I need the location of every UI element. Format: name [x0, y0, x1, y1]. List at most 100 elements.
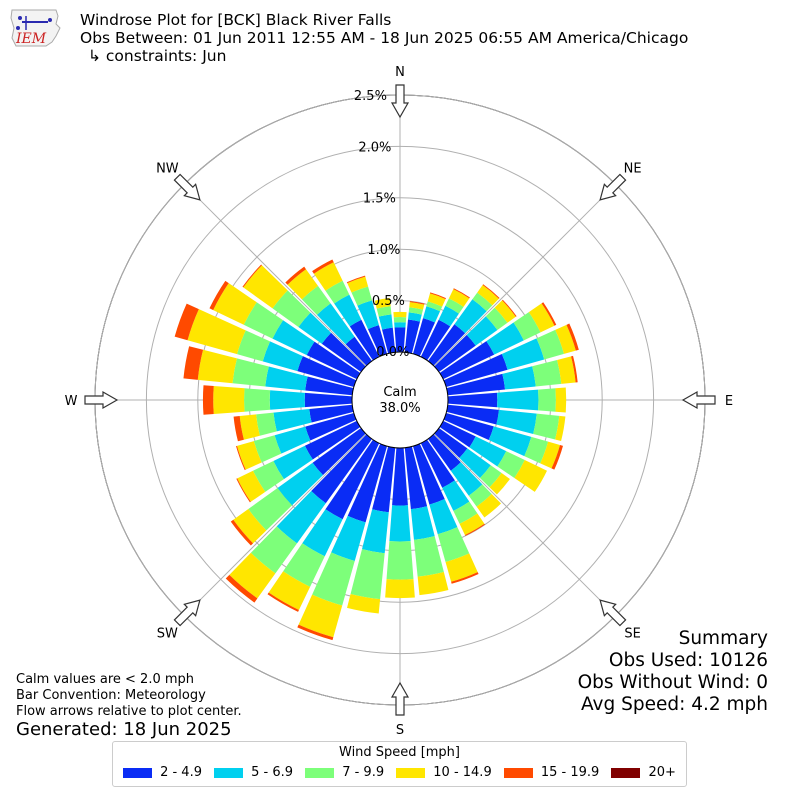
wind-bar-segment: [428, 324, 466, 366]
wind-bar-segment: [393, 317, 407, 323]
flow-arrow-icon: [84, 390, 119, 410]
wind-bar-segment: [253, 460, 284, 492]
wind-bar-segment: [394, 327, 406, 353]
wind-bar-segment: [312, 259, 334, 274]
wind-bar-segment: [538, 388, 556, 412]
flow-arrow-icon: [681, 390, 716, 410]
wind-bar-segment: [536, 329, 564, 360]
wind-bar-segment: [272, 320, 315, 356]
iem-logo: IEM: [6, 6, 64, 50]
flow-arrow-icon: [173, 173, 201, 201]
wind-bar-segment: [524, 436, 549, 464]
wind-bar-segment: [497, 389, 539, 411]
wind-bar-segment: [555, 387, 567, 413]
wind-bar-segment: [304, 392, 353, 408]
wind-bar-segment: [428, 434, 461, 471]
legend-title: Wind Speed [mph]: [339, 745, 460, 760]
wind-bar-segment: [187, 309, 246, 355]
wind-bar-segment: [489, 473, 510, 495]
wind-bar-segment: [404, 446, 428, 510]
direction-label: SE: [624, 627, 640, 642]
summary-obs-without-wind: Obs Without Wind: 0: [577, 672, 768, 693]
legend-swatch: [305, 767, 335, 778]
wind-bar-segment: [540, 441, 561, 469]
wind-bar-segment: [566, 323, 579, 351]
wind-bar-segment: [233, 415, 244, 442]
wind-bar-segment: [443, 412, 494, 441]
wind-bar-segment: [469, 436, 507, 467]
wind-bar-segment: [479, 465, 502, 488]
grid-spoke: [433, 433, 617, 617]
wind-bar-segment: [450, 462, 483, 496]
wind-bar-segment: [459, 513, 485, 535]
wind-bar-segment: [183, 346, 204, 380]
grid-spoke: [183, 183, 367, 367]
note-convention: Bar Convention: Meteorology: [16, 688, 206, 703]
wind-bar-segment: [268, 571, 311, 610]
summary-obs-used: Obs Used: 10126: [608, 650, 768, 671]
flow-arrow-icon: [390, 681, 410, 716]
wind-bar-segment: [445, 298, 464, 314]
wind-bar-segment: [262, 341, 303, 372]
wind-bar-segment: [447, 392, 498, 408]
wind-bar-segment: [302, 509, 343, 557]
wind-bar-segment: [501, 338, 545, 370]
wind-bar-segment: [298, 594, 343, 638]
wind-bar-segment: [357, 300, 379, 330]
legend-label: 5 - 6.9: [251, 765, 294, 780]
generated-date: Generated: 18 Jun 2025: [16, 719, 232, 740]
legend-label: 7 - 9.9: [342, 765, 385, 780]
note-arrows: Flow arrows relative to plot center.: [16, 704, 242, 719]
wind-bar-segment: [427, 293, 446, 307]
wind-bar-segment: [287, 269, 319, 300]
wind-bar-segment: [429, 499, 458, 535]
note-calm: Calm values are < 2.0 mph: [16, 672, 195, 687]
wind-bar-segment: [297, 624, 334, 641]
wind-bar-segment: [304, 420, 361, 460]
wind-bar-segment: [313, 262, 343, 291]
wind-bar-segment: [389, 505, 411, 542]
direction-label: N: [395, 65, 405, 80]
wind-bar-segment: [325, 439, 380, 520]
grid-spoke: [433, 183, 617, 367]
wind-bar-segment: [276, 491, 326, 544]
wind-bar-segment: [420, 319, 451, 361]
wind-bar-segment: [404, 319, 420, 354]
wind-bar-segment: [385, 579, 415, 599]
wind-bar-segment: [496, 409, 537, 434]
wind-bar-segment: [372, 446, 396, 513]
wind-bar-segment: [306, 341, 361, 380]
wind-bar-segment: [298, 312, 332, 344]
wind-bar-segment: [213, 385, 245, 415]
wind-bar-segment: [351, 286, 372, 306]
wind-bar-segment: [555, 415, 566, 442]
wind-bar-segment: [412, 318, 435, 357]
direction-label: W: [65, 394, 78, 409]
wind-bar-segment: [453, 288, 470, 299]
wind-bar-segment: [236, 478, 251, 503]
wind-bar-segment: [502, 299, 517, 317]
wind-bar-segment: [272, 290, 311, 327]
calm-label: Calm: [383, 385, 416, 400]
wind-bar-segment: [349, 319, 380, 361]
summary-heading: Summary: [678, 628, 768, 649]
wind-bar-segment: [434, 428, 468, 458]
wind-bar-segment: [347, 593, 381, 614]
radial-tick-label: 1.5%: [363, 192, 396, 207]
grid-spoke: [183, 433, 367, 617]
wind-bar-segment: [230, 519, 254, 546]
radial-tick-label: 2.0%: [358, 140, 391, 155]
wind-bar-segment: [541, 302, 557, 326]
wind-bar-segment: [347, 443, 388, 523]
wind-bar-segment: [301, 285, 331, 315]
legend-label: 15 - 19.9: [540, 765, 600, 780]
wind-bar-segment: [285, 266, 307, 285]
radial-tick-label: 0.5%: [372, 294, 405, 309]
wind-bar-segment: [472, 292, 493, 312]
wind-bar-segment: [386, 541, 414, 580]
legend-item: 15 - 19.9: [503, 765, 600, 780]
wind-bar-segment: [312, 552, 355, 606]
wind-bar-segment: [551, 444, 563, 470]
wind-bar-segment: [297, 356, 357, 388]
